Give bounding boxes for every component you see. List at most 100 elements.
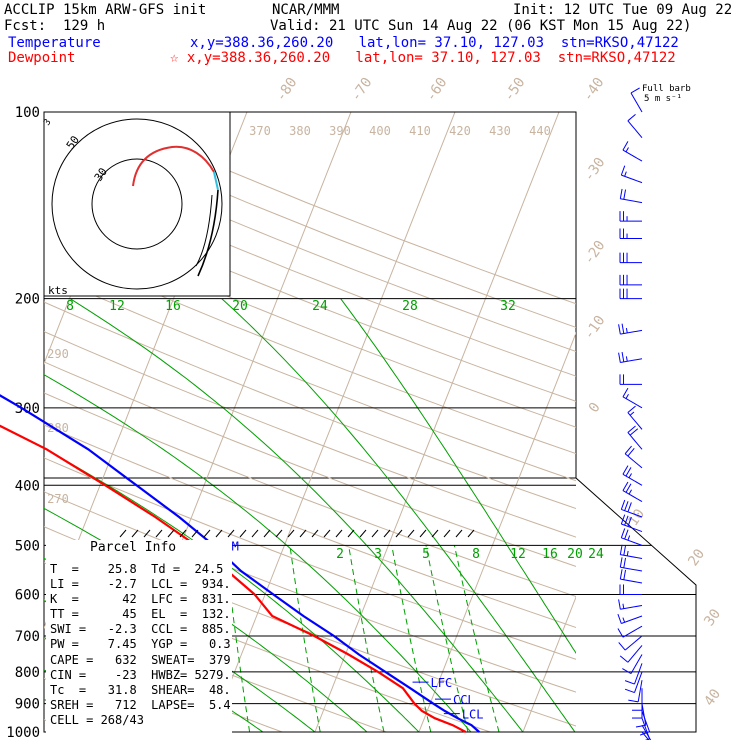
hatch-mark bbox=[311, 529, 319, 538]
wind-barb-flag bbox=[621, 323, 625, 334]
hatch-mark bbox=[215, 529, 223, 538]
parcel-row: K = 42 LFC = 831. bbox=[50, 592, 231, 606]
theta-label: 270 bbox=[47, 492, 69, 506]
hatch-mark bbox=[419, 529, 427, 538]
wind-barb bbox=[619, 584, 642, 595]
wind-barb-flag bbox=[619, 557, 623, 568]
wind-barb-staff bbox=[641, 731, 650, 740]
wind-barb-flag bbox=[618, 599, 621, 610]
wind-barb-staff bbox=[620, 604, 643, 610]
wind-barb bbox=[619, 569, 643, 584]
wind-barb bbox=[624, 671, 643, 694]
hatch-mark bbox=[263, 529, 271, 538]
wind-barb-flag bbox=[627, 516, 632, 527]
parcel-row: Tc = 31.8 SHEAR= 48. bbox=[50, 683, 231, 697]
wind-barb bbox=[622, 387, 643, 409]
isotherm-line bbox=[627, 112, 740, 732]
wind-barb-flag bbox=[622, 387, 629, 398]
wind-barb-staff bbox=[621, 174, 643, 184]
wind-barb bbox=[641, 731, 650, 740]
wind-barb-flag bbox=[627, 502, 632, 513]
wind-barb bbox=[639, 710, 650, 736]
temperature-location: x,y=388.36,260.20 lat,lon= 37.10, 127.03… bbox=[190, 35, 679, 51]
wind-barb-flag bbox=[620, 499, 626, 510]
mixing-ratio-label: 24 bbox=[312, 299, 328, 314]
isotherm-label: -80 bbox=[273, 75, 301, 105]
hatch-mark bbox=[299, 529, 307, 538]
wind-barb bbox=[618, 323, 643, 335]
wind-barb-staff bbox=[627, 645, 643, 663]
wind-barb-flag bbox=[624, 529, 629, 540]
isotherm-line bbox=[522, 595, 576, 732]
pressure-label: 900 bbox=[15, 697, 40, 713]
wind-barb-flag bbox=[627, 113, 636, 122]
hatch-mark bbox=[155, 529, 163, 538]
isotherm-line bbox=[418, 331, 576, 732]
hatch-mark bbox=[455, 529, 463, 538]
wind-barb-flag bbox=[620, 514, 626, 525]
wind-barb bbox=[617, 625, 643, 638]
isotherm-label: 30 bbox=[701, 606, 724, 629]
parcel-row: PW = 7.45 YGP = 0.3 bbox=[50, 637, 231, 651]
parcel-row: T = 25.8 Td = 24.5 bbox=[50, 562, 224, 576]
mixing-ratio-label: 16 bbox=[542, 547, 558, 562]
wind-barb-flag bbox=[618, 642, 626, 651]
mixing-ratio-label: 16 bbox=[165, 299, 181, 314]
theta-label: 280 bbox=[47, 421, 69, 435]
wind-barb-staff bbox=[630, 654, 643, 674]
hatch-mark bbox=[467, 529, 475, 538]
hatch-mark bbox=[167, 529, 175, 538]
wind-barb-staff bbox=[627, 412, 643, 430]
wind-barb-staff bbox=[620, 554, 643, 559]
annotation-lfc: LFC bbox=[431, 676, 453, 690]
isotherm-line bbox=[210, 112, 456, 732]
wind-barb bbox=[627, 405, 643, 430]
wind-barb-flag bbox=[622, 465, 629, 475]
wind-barb-staff bbox=[634, 663, 643, 685]
pressure-label: 300 bbox=[15, 401, 40, 417]
hodograph-trace-lower2 bbox=[195, 194, 213, 267]
wind-barb-flag bbox=[622, 617, 626, 623]
dry-adiabat-line bbox=[44, 599, 387, 732]
wind-barb-flag bbox=[618, 324, 621, 335]
mixing-ratio-label: 5 bbox=[422, 547, 430, 562]
wind-barb-flag bbox=[623, 545, 627, 556]
hatch-mark bbox=[131, 529, 139, 538]
wind-barb-flag bbox=[628, 489, 632, 495]
wind-barb bbox=[619, 544, 643, 559]
wind-barb-staff bbox=[620, 198, 643, 204]
wind-barb-flag bbox=[624, 680, 635, 685]
theta-label: 290 bbox=[47, 347, 69, 361]
isotherm-label: -10 bbox=[581, 313, 609, 343]
isotherm-label: 20 bbox=[685, 546, 708, 569]
pressure-label: 100 bbox=[15, 105, 40, 121]
wind-barb-flag bbox=[628, 699, 639, 703]
wind-barb-flag bbox=[619, 544, 623, 555]
hatch-mark bbox=[287, 529, 295, 538]
wind-barb-flag bbox=[625, 327, 628, 334]
wind-barb-staff bbox=[620, 329, 643, 335]
hodograph-trace-lower bbox=[197, 189, 219, 277]
mixing-ratio-line bbox=[224, 545, 251, 732]
isotherm-label: 40 bbox=[701, 686, 724, 709]
hatch-mark bbox=[275, 529, 283, 538]
pressure-label: 200 bbox=[15, 292, 40, 308]
wind-barb bbox=[619, 374, 642, 385]
hodograph-trace-mid bbox=[213, 171, 219, 191]
wind-barb-flag bbox=[619, 655, 629, 663]
wind-barb-flag bbox=[617, 628, 624, 638]
hodograph-box bbox=[43, 111, 231, 297]
parcel-row: CAPE = 632 SWEAT= 379 bbox=[50, 653, 231, 667]
wind-barb-staff bbox=[630, 92, 643, 113]
barb-scale-units: 5 m s⁻¹ bbox=[644, 94, 682, 104]
temperature-legend: Temperature bbox=[8, 35, 101, 51]
wind-barb-staff bbox=[620, 578, 643, 584]
wind-barb bbox=[619, 645, 643, 663]
isotherm-label: 0 bbox=[586, 400, 604, 416]
isotherm-line bbox=[731, 112, 740, 732]
mixing-ratio-line bbox=[289, 545, 321, 732]
mixing-ratio-line bbox=[453, 545, 500, 732]
hatch-mark bbox=[359, 529, 367, 538]
hatch-mark bbox=[179, 529, 187, 538]
wind-barb bbox=[622, 141, 643, 162]
